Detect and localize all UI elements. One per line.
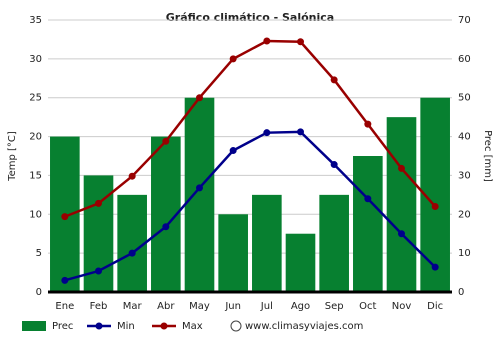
legend-label: Prec [52, 321, 73, 332]
x-tick-label: Jul [260, 301, 273, 312]
legend-label: Min [117, 321, 135, 332]
bar [353, 156, 383, 292]
legend-swatch [95, 322, 103, 330]
x-tick-label: Feb [90, 301, 108, 312]
y-tick-label: 0 [36, 287, 42, 298]
x-tick-label: Dic [427, 301, 443, 312]
source: www.climasyviajes.com [245, 321, 363, 332]
y-tick-label: 15 [29, 170, 42, 181]
point [263, 37, 271, 45]
point [61, 276, 69, 284]
point [297, 128, 304, 136]
point [196, 94, 203, 102]
point [398, 164, 405, 172]
bar [252, 194, 282, 292]
point [95, 267, 102, 275]
y2-tick-label: 0 [458, 287, 464, 298]
y2-tick-label: 20 [458, 209, 471, 220]
x-tick-label: Abr [157, 301, 175, 312]
bar [285, 233, 316, 292]
bar [319, 194, 349, 292]
point [229, 147, 237, 155]
point [398, 230, 405, 238]
y2-tick-label: 30 [458, 170, 471, 181]
y2-tick-label: 10 [458, 248, 471, 259]
x-tick-label: Mar [123, 301, 143, 312]
bars [50, 97, 450, 293]
point [61, 213, 69, 221]
x-tick-label: Oct [359, 301, 376, 312]
point [162, 223, 170, 231]
point [95, 199, 102, 207]
legend-swatch [22, 321, 46, 331]
y-tick-label: 35 [29, 15, 42, 26]
y-tick-label: 10 [29, 209, 42, 220]
point [196, 184, 203, 192]
line [64, 130, 437, 282]
y-tick-label: 30 [29, 54, 42, 65]
point [297, 38, 304, 46]
bar [117, 194, 147, 292]
bar [184, 97, 215, 292]
x-tick-label: Ene [55, 301, 74, 312]
y2-axis-label: Prec [mm] [482, 130, 493, 182]
y-axis-label: Temp [°C] [7, 131, 18, 182]
y-tick-label: 25 [29, 93, 42, 104]
point [128, 249, 136, 257]
lines [61, 37, 439, 284]
legend-swatch [160, 322, 168, 330]
x-tick-label: Nov [392, 301, 412, 312]
point [128, 172, 136, 180]
y2-tick-label: 60 [458, 54, 471, 65]
y2-tick-label: 50 [458, 93, 471, 104]
line [64, 39, 437, 218]
y2-tick-label: 70 [458, 15, 471, 26]
bar [218, 214, 248, 292]
bar [386, 117, 417, 293]
x-tick-label: Ago [291, 301, 310, 312]
chart-title: Gráfico climático - Salónica [166, 11, 334, 24]
x-tick-label: Jun [224, 301, 241, 312]
y-tick-label: 5 [36, 248, 42, 259]
source-icon [230, 320, 242, 332]
point [330, 76, 338, 84]
point [364, 120, 372, 128]
y-tick-label: 20 [29, 132, 42, 143]
point [330, 161, 338, 169]
grid [48, 19, 452, 293]
x-tick-label: Sep [325, 301, 344, 312]
y2-tick-label: 40 [458, 132, 471, 143]
point [263, 129, 271, 137]
point [229, 55, 237, 63]
legend-label: Max [182, 321, 203, 332]
x-tick-label: May [189, 301, 210, 312]
point [162, 137, 170, 145]
point [431, 263, 439, 271]
point [364, 195, 372, 203]
point [431, 203, 439, 211]
